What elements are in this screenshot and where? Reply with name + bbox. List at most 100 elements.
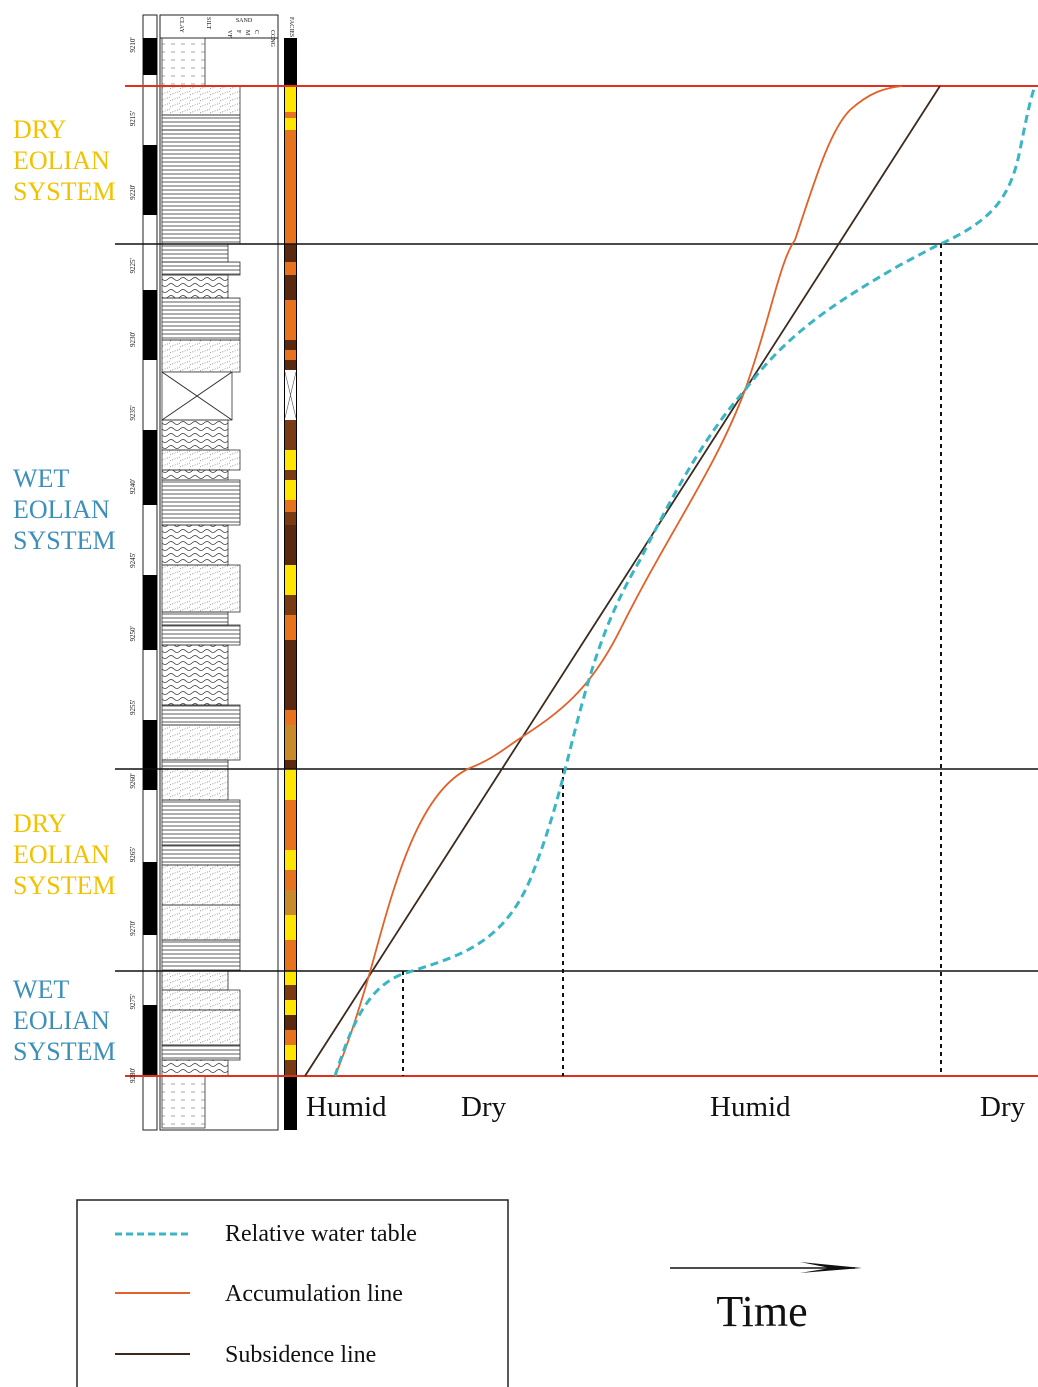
facies-segment xyxy=(285,800,296,850)
facies-segment xyxy=(285,850,296,870)
depth-bar-segment xyxy=(143,38,157,75)
facies-segment xyxy=(285,340,296,350)
system-label: EOLIAN xyxy=(13,1006,110,1035)
lithology-bed xyxy=(161,37,206,87)
depth-label: 9240' xyxy=(129,479,137,494)
lithology-bed xyxy=(161,904,241,941)
facies-segment xyxy=(285,760,296,769)
facies-segment xyxy=(285,971,296,985)
depth-label: 9275' xyxy=(129,994,137,1009)
lithology-bed xyxy=(161,243,229,263)
depth-label: 9215' xyxy=(129,111,137,126)
legend-label: Accumulation line xyxy=(225,1281,403,1307)
column-header: M xyxy=(244,30,250,36)
facies-gap xyxy=(284,371,297,419)
legend-label: Subsidence line xyxy=(225,1342,376,1368)
depth-label: 9235' xyxy=(129,405,137,420)
depth-bar-segment xyxy=(143,862,157,935)
facies-segment xyxy=(285,480,296,500)
depth-bar-segment xyxy=(143,720,157,790)
facies-segment xyxy=(285,470,296,480)
lithology-bed xyxy=(161,611,229,626)
time-label: Time xyxy=(716,1287,807,1336)
facies-segment xyxy=(285,300,296,340)
depth-bar-segment xyxy=(143,290,157,360)
lithology-bed xyxy=(161,114,241,131)
lithology-bed xyxy=(161,469,229,481)
system-label: EOLIAN xyxy=(13,146,110,175)
facies-segment xyxy=(285,1015,296,1030)
depth-bar-segment xyxy=(143,575,157,650)
system-label: DRY xyxy=(13,809,67,838)
legend-label: Relative water table xyxy=(225,1221,417,1247)
depth-label: 9280' xyxy=(129,1068,137,1083)
facies-segment xyxy=(285,244,296,262)
depth-label: 9255' xyxy=(129,700,137,715)
column-header: SAND xyxy=(236,18,253,24)
facies-segment xyxy=(285,86,296,112)
column-header: F xyxy=(235,30,241,34)
lithology-bed xyxy=(161,759,229,770)
facies-segment xyxy=(285,130,296,244)
facies-segment xyxy=(285,915,296,940)
facies-segment xyxy=(285,360,296,370)
system-label: DRY xyxy=(13,115,67,144)
column-header: C xyxy=(253,30,259,34)
facies-segment xyxy=(285,940,296,971)
facies-segment xyxy=(285,640,296,710)
facies-segment xyxy=(285,710,296,725)
facies-segment xyxy=(285,1060,296,1076)
lithology-bed xyxy=(161,1059,229,1077)
core-gap xyxy=(161,371,233,421)
lithology-bed xyxy=(161,564,241,613)
facies-segment xyxy=(285,450,296,470)
lithology-bed xyxy=(161,844,241,866)
lithology-bed xyxy=(161,1009,241,1046)
depth-label: 9220' xyxy=(129,185,137,200)
depth-label: 9210' xyxy=(129,37,137,52)
system-label: SYSTEM xyxy=(13,177,116,206)
system-label: EOLIAN xyxy=(13,495,110,524)
facies-segment xyxy=(285,500,296,512)
system-label: SYSTEM xyxy=(13,526,116,555)
system-label: SYSTEM xyxy=(13,1037,116,1066)
stratigraphic-column xyxy=(142,14,297,1131)
depth-label: 9225' xyxy=(129,258,137,273)
water-table-line xyxy=(333,85,1037,1077)
lithology-bed xyxy=(161,624,241,646)
depth-label: 9265' xyxy=(129,847,137,862)
time-arrowhead xyxy=(800,1262,862,1273)
depth-label: 9245' xyxy=(129,553,137,568)
lithology-bed xyxy=(161,85,241,116)
column-header: VF xyxy=(226,30,232,38)
lithology-bed xyxy=(161,989,241,1011)
lithology-bed xyxy=(161,939,241,972)
climate-label: Dry xyxy=(980,1091,1026,1123)
column-header: SILT xyxy=(205,17,211,29)
facies-segment xyxy=(285,769,296,800)
depth-label: 9230' xyxy=(129,332,137,347)
depth-label: 9260' xyxy=(129,773,137,788)
facies-segment xyxy=(285,725,296,760)
lithology-bed xyxy=(161,864,241,906)
climate-label: Humid xyxy=(710,1091,791,1123)
column-header: FACIES xyxy=(288,17,294,37)
facies-segment xyxy=(285,1000,296,1015)
facies-segment xyxy=(285,525,296,565)
facies-segment xyxy=(285,512,296,525)
facies-segment xyxy=(285,1045,296,1060)
lithology-bed xyxy=(161,524,229,566)
facies-segment xyxy=(285,595,296,615)
lithology-bed xyxy=(161,704,241,726)
facies-segment xyxy=(285,985,296,1000)
column-header: CLAY xyxy=(178,17,184,33)
lithology-bed xyxy=(161,261,241,276)
depth-bar-segment xyxy=(143,430,157,505)
climate-label: Dry xyxy=(461,1091,507,1123)
column-header: CONG xyxy=(269,30,275,48)
facies-segment xyxy=(285,420,296,450)
lithology-bed xyxy=(161,274,229,299)
system-label: WET xyxy=(13,464,69,493)
facies-segment xyxy=(285,118,296,130)
